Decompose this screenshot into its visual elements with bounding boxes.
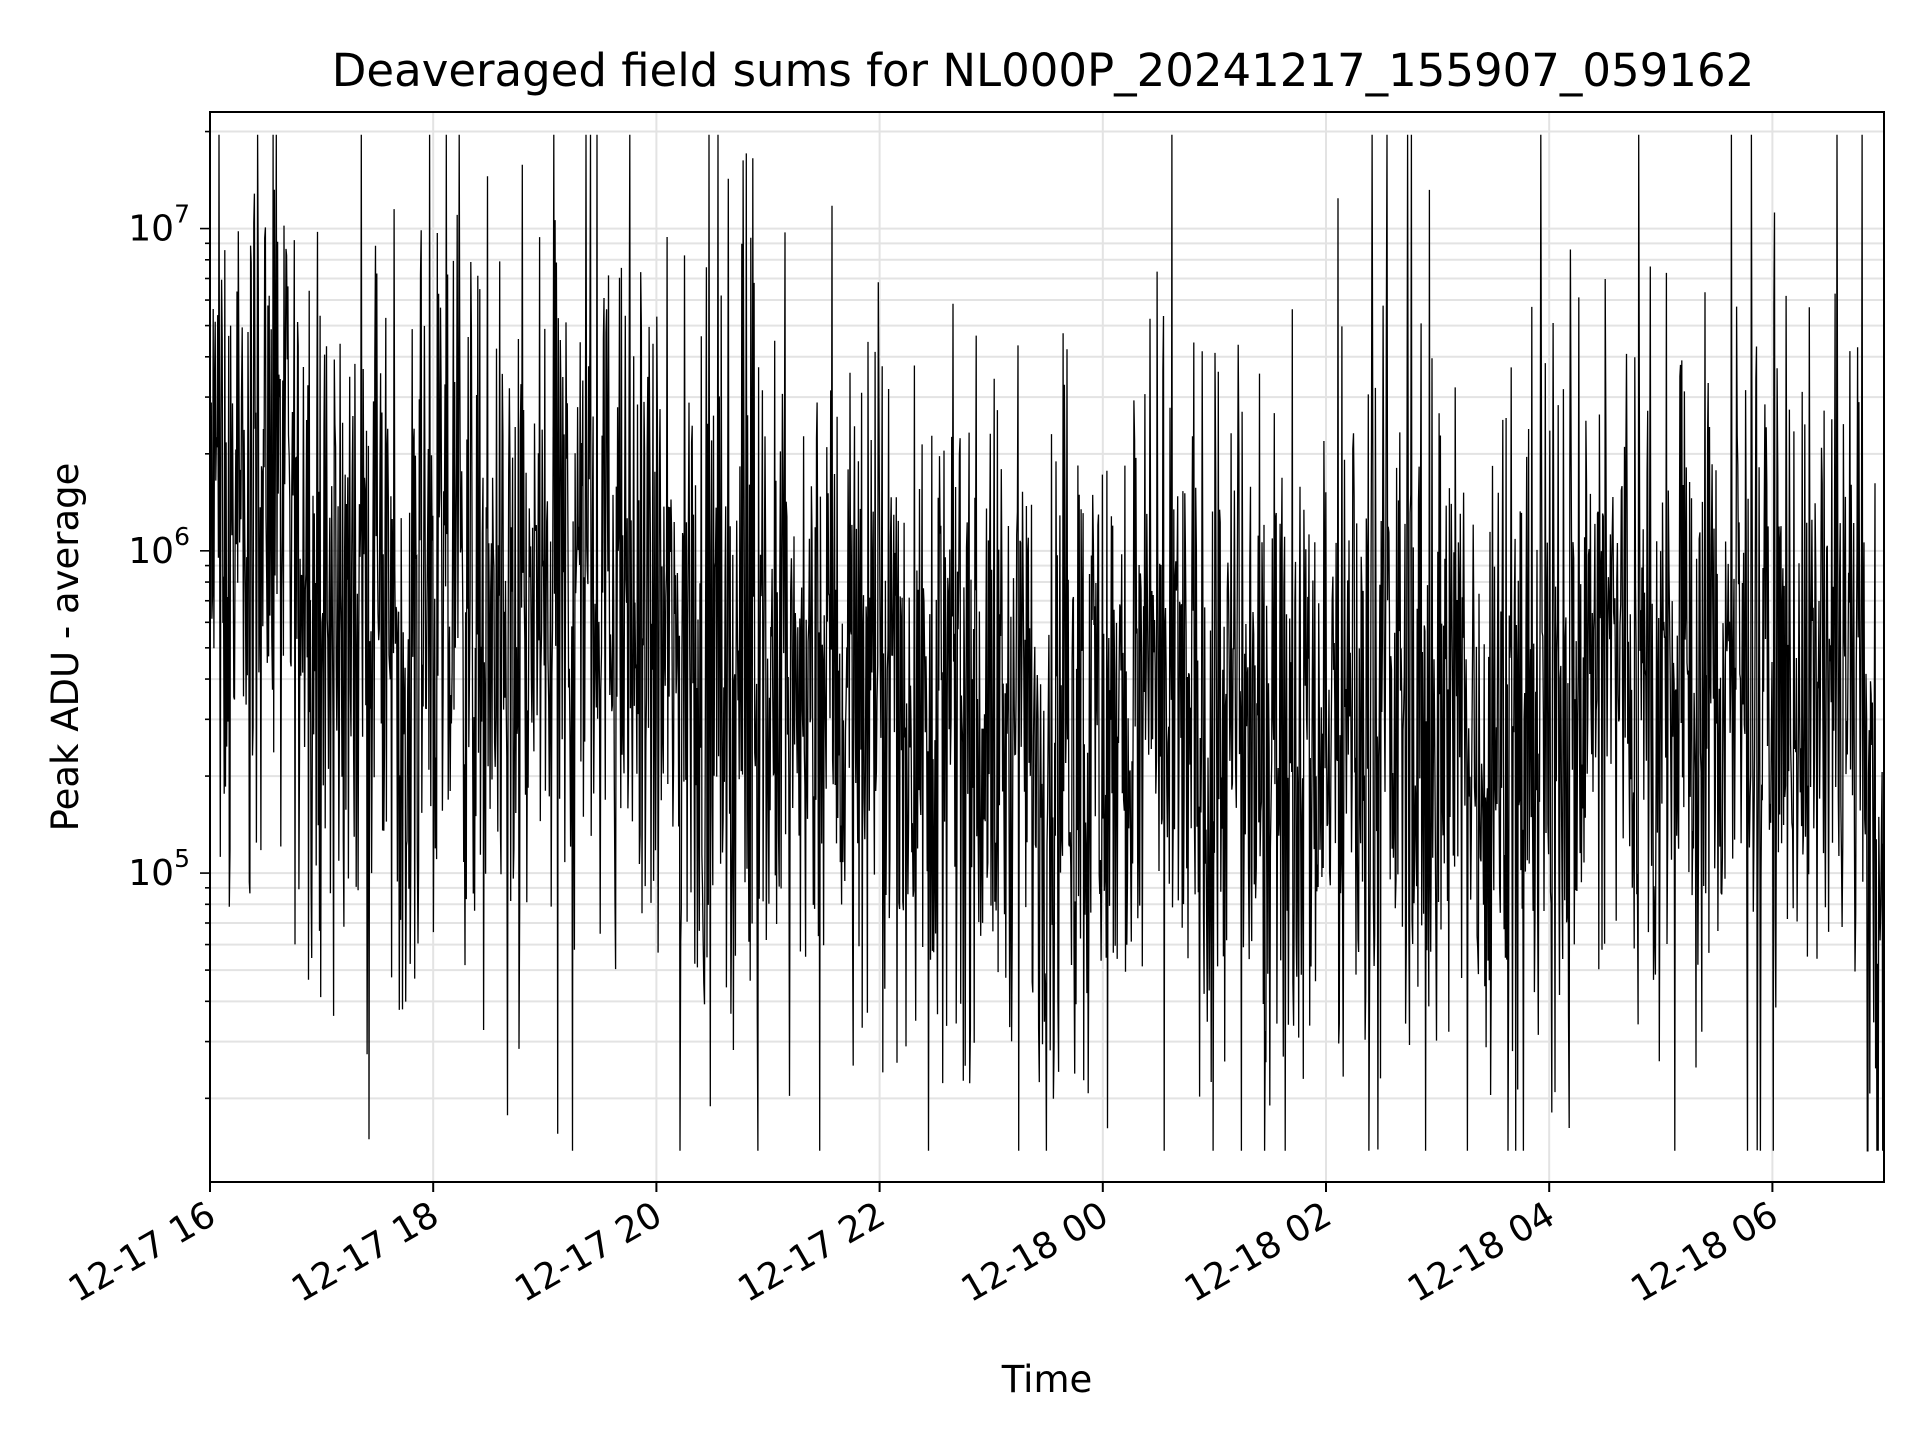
y-axis-label: Peak ADU - average: [44, 463, 87, 832]
y-tick-label: 106: [128, 522, 190, 572]
x-axis-label: Time: [1001, 1358, 1093, 1401]
y-tick-label: 105: [128, 844, 190, 894]
y-axis-ticks: 105 106 107: [128, 130, 210, 1100]
chart-title: Deaveraged field sums for NL000P_2024121…: [332, 44, 1754, 97]
y-tick-label: 107: [128, 200, 190, 250]
series-line: [210, 134, 1884, 1152]
plot-frame: [209, 111, 1885, 1183]
